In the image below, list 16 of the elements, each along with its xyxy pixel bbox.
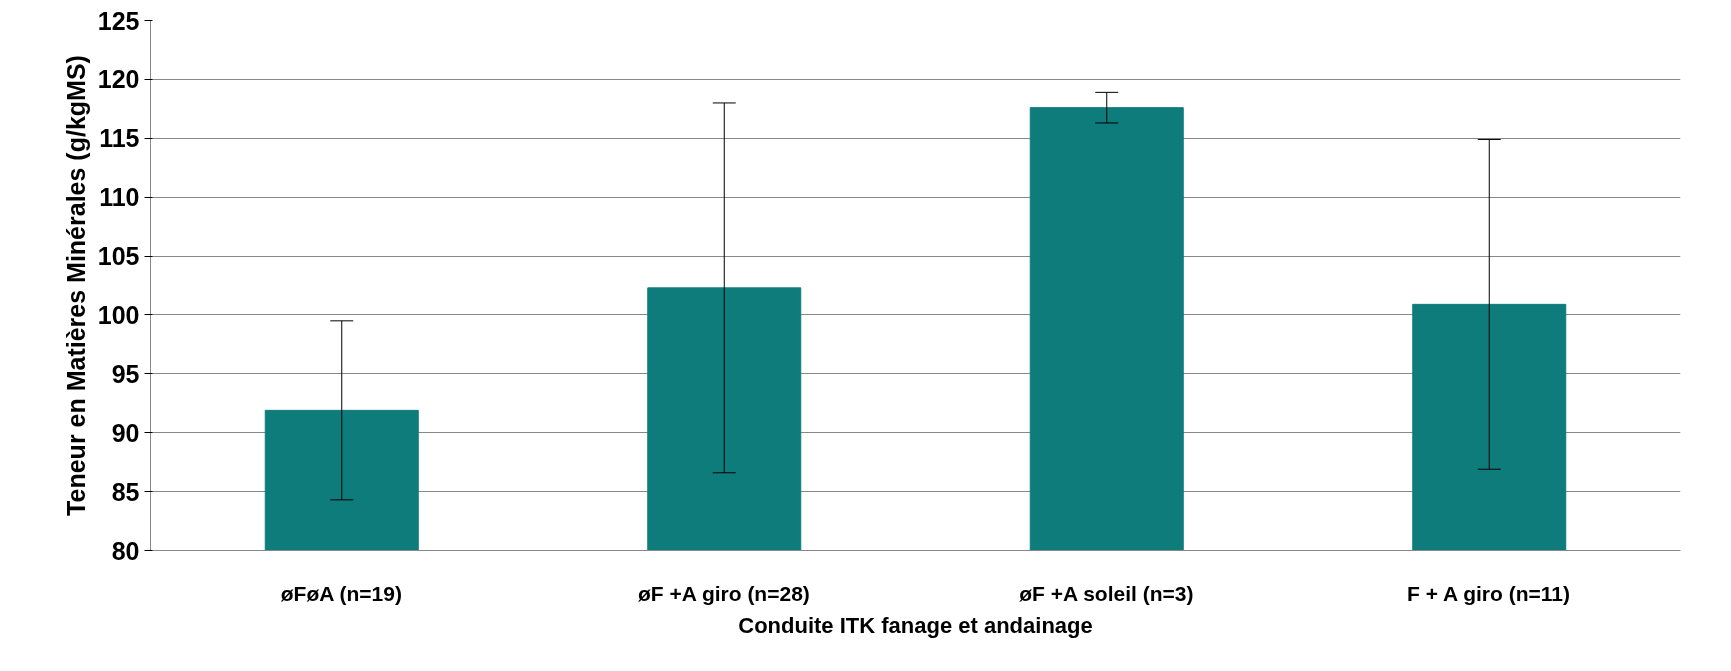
y-tick-label: 105 xyxy=(97,242,140,271)
x-tick-label: øF +A soleil (n=3) xyxy=(1019,581,1194,605)
y-axis-title: Teneur en Matières Minérales (g/kgMS) xyxy=(61,55,90,516)
y-tick-label: 90 xyxy=(111,418,140,447)
y-tick-label: 85 xyxy=(111,477,140,506)
x-tick-label: øF +A giro (n=28) xyxy=(637,581,810,605)
x-tick-label: F + A giro (n=11) xyxy=(1406,581,1570,605)
x-tick-label: øFøA (n=19) xyxy=(280,581,402,605)
y-tick-label: 100 xyxy=(97,300,140,329)
y-tick-label: 125 xyxy=(97,6,140,35)
y-tick-label: 115 xyxy=(99,124,140,153)
y-tick-label: 80 xyxy=(111,536,140,565)
x-axis-title: Conduite ITK fanage et andainage xyxy=(738,612,1093,638)
y-tick-label: 110 xyxy=(99,183,140,212)
y-tick-label: 95 xyxy=(111,359,140,388)
y-tick-label: 120 xyxy=(97,65,140,94)
